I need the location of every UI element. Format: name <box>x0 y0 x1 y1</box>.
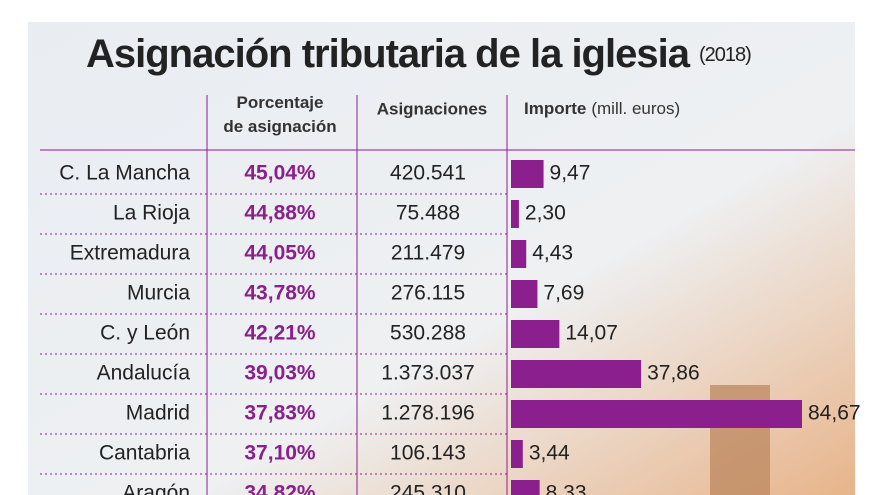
value-label: 84,67 <box>808 402 861 425</box>
value-label: 2,30 <box>525 202 566 225</box>
percentage-label: 37,83% <box>244 402 316 425</box>
region-label: La Rioja <box>113 202 190 225</box>
assignments-label: 106.143 <box>390 442 466 465</box>
region-label: Aragón <box>122 482 190 495</box>
column-header: Porcentaje de asignación <box>223 93 336 136</box>
title-text: Asignación tributaria de la iglesia <box>86 32 691 76</box>
bar <box>511 400 802 428</box>
chart-title: Asignación tributaria de la iglesia (2018… <box>86 32 751 76</box>
bar <box>511 240 527 268</box>
assignments-label: 245.310 <box>390 482 466 495</box>
percentage-label: 44,05% <box>244 242 316 265</box>
header-line: Porcentaje <box>237 93 324 112</box>
region-label: C. La Mancha <box>59 162 190 185</box>
value-label: 4,43 <box>532 242 573 265</box>
bar <box>511 480 540 495</box>
percentage-label: 39,03% <box>244 362 316 385</box>
region-label: Madrid <box>126 402 190 425</box>
subtitle: (2018) <box>699 44 751 66</box>
value-label: 7,69 <box>543 282 584 305</box>
value-label: 3,44 <box>529 442 570 465</box>
bar <box>511 440 523 468</box>
bar <box>511 320 560 348</box>
column-header: Importe (mill. euros) <box>524 99 680 118</box>
percentage-label: 42,21% <box>244 322 316 345</box>
assignments-label: 1.278.196 <box>381 402 474 425</box>
value-label: 37,86 <box>647 362 700 385</box>
value-label: 8,33 <box>546 482 587 495</box>
region-label: Extremadura <box>70 242 191 265</box>
bar <box>511 280 538 308</box>
assignments-label: 530.288 <box>390 322 466 345</box>
assignments-label: 276.115 <box>391 282 465 305</box>
region-label: Andalucía <box>97 362 191 385</box>
bar <box>511 360 642 388</box>
header-text: Importe <box>524 99 586 118</box>
region-label: C. y León <box>100 322 190 345</box>
bar <box>511 200 519 228</box>
region-label: Cantabria <box>99 442 190 465</box>
bar <box>511 160 544 188</box>
assignments-label: 211.479 <box>391 242 465 265</box>
assignments-label: 75.488 <box>396 202 460 225</box>
unit-label: (mill. euros) <box>591 99 680 118</box>
value-label: 9,47 <box>550 162 591 185</box>
percentage-label: 34,82% <box>244 482 316 495</box>
value-label: 14,07 <box>565 322 618 345</box>
header-line: de asignación <box>223 117 336 136</box>
assignments-label: 420.541 <box>390 162 466 185</box>
column-header: Asignaciones <box>377 99 488 118</box>
region-label: Murcia <box>127 282 190 305</box>
percentage-label: 44,88% <box>244 202 316 225</box>
assignments-label: 1.373.037 <box>381 362 474 385</box>
percentage-label: 37,10% <box>244 442 316 465</box>
percentage-label: 45,04% <box>244 162 316 185</box>
percentage-label: 43,78% <box>244 282 316 305</box>
